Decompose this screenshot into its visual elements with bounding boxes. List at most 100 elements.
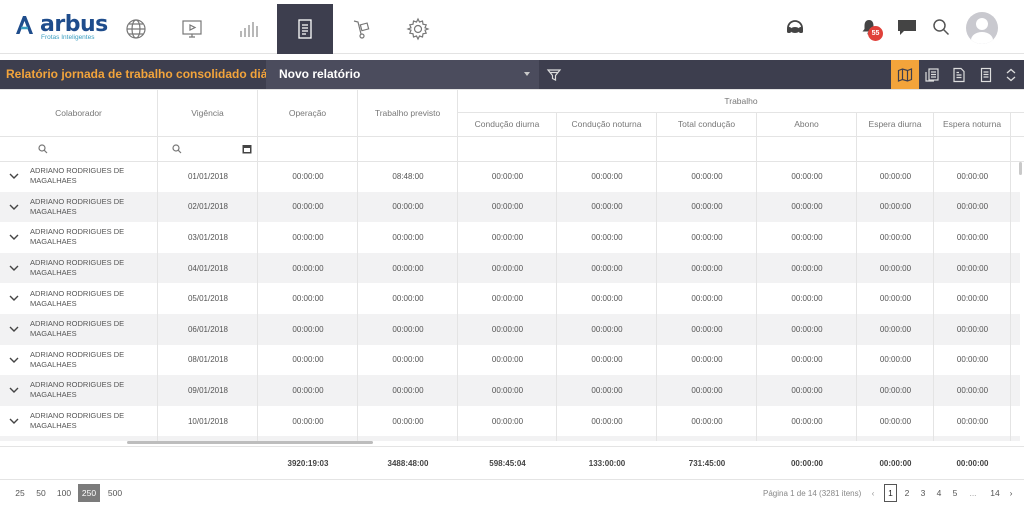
total-espera-noturna: 00:00:00 bbox=[956, 459, 989, 468]
cell-colaborador: ADRIANO RODRIGUES DE MAGALHAES bbox=[30, 380, 125, 400]
total-conducao-diurna: 598:45:04 bbox=[489, 459, 526, 468]
total-operacao: 3920:19:03 bbox=[287, 459, 329, 468]
cell-total-conducao: 00:00:00 bbox=[691, 263, 723, 273]
page-size-25[interactable]: 25 bbox=[15, 488, 25, 498]
chevron-down-icon[interactable] bbox=[8, 385, 20, 395]
cell-conducao-diurna: 00:00:00 bbox=[491, 202, 524, 212]
table-row[interactable]: ADRIANO RODRIGUES DE MAGALHAES 10/01/2018 0… bbox=[0, 406, 1020, 437]
cell-conducao-diurna: 00:00:00 bbox=[491, 324, 524, 334]
page-4[interactable]: 4 bbox=[936, 488, 942, 498]
tab-globe[interactable] bbox=[108, 4, 164, 54]
column-header-operacao[interactable]: Operação bbox=[258, 89, 358, 136]
page-size-250[interactable]: 250 bbox=[78, 484, 100, 502]
support-button[interactable] bbox=[782, 12, 808, 42]
user-avatar[interactable] bbox=[966, 12, 998, 44]
top-navigation: arbus Frotas Inteligentes bbox=[0, 0, 1024, 54]
cell-trabalho-previsto: 00:00:00 bbox=[392, 263, 424, 273]
chevron-down-icon[interactable] bbox=[8, 324, 20, 334]
table-row[interactable]: ADRIANO RODRIGUES DE bbox=[0, 436, 1020, 441]
cell-espera-noturna: 00:00:00 bbox=[956, 202, 989, 212]
cell-conducao-diurna bbox=[458, 436, 557, 441]
chevron-down-icon[interactable] bbox=[8, 293, 20, 303]
page-3[interactable]: 3 bbox=[920, 488, 926, 498]
logo[interactable]: arbus Frotas Inteligentes bbox=[14, 12, 110, 42]
report-select-value: Novo relatório bbox=[279, 67, 361, 81]
column-header-total-conducao[interactable]: Total condução bbox=[657, 112, 757, 136]
chevron-down-icon[interactable] bbox=[8, 202, 20, 212]
chevron-down-icon[interactable] bbox=[8, 263, 20, 273]
search-button[interactable] bbox=[930, 12, 952, 42]
tab-settings[interactable] bbox=[390, 4, 446, 54]
report-select[interactable]: Novo relatório bbox=[266, 60, 539, 89]
page-info: Página 1 de 14 (3281 itens) bbox=[763, 489, 862, 498]
column-header-colaborador[interactable]: Colaborador bbox=[0, 89, 158, 136]
filter-vigencia[interactable] bbox=[158, 136, 258, 161]
column-header-espera-diurna[interactable]: Espera diurna bbox=[857, 112, 934, 136]
export-button[interactable] bbox=[918, 60, 946, 89]
calendar-icon[interactable] bbox=[242, 144, 252, 154]
pagination-bar: 25 50 100 250 500 Página 1 de 14 (3281 i… bbox=[0, 480, 1024, 509]
table-row[interactable]: ADRIANO RODRIGUES DE MAGALHAES 09/01/2018 0… bbox=[0, 375, 1020, 406]
page-2[interactable]: 2 bbox=[904, 488, 910, 498]
messages-button[interactable] bbox=[895, 12, 919, 42]
chevron-up-down-icon bbox=[1006, 68, 1016, 81]
cell-colaborador: ADRIANO RODRIGUES DE MAGALHAES bbox=[30, 196, 125, 216]
page-size-500[interactable]: 500 bbox=[107, 488, 123, 498]
cell-espera-diurna: 00:00:00 bbox=[879, 416, 912, 426]
collapse-toggle[interactable] bbox=[1000, 60, 1022, 89]
cell-conducao-diurna: 00:00:00 bbox=[491, 171, 524, 181]
chevron-down-icon[interactable] bbox=[8, 355, 20, 365]
tab-charts[interactable] bbox=[220, 4, 276, 54]
cell-colaborador: ADRIANO RODRIGUES DE MAGALHAES bbox=[30, 258, 125, 278]
chevron-down-icon[interactable] bbox=[8, 171, 20, 181]
column-header-espera-noturna[interactable]: Espera noturna bbox=[934, 112, 1011, 136]
page-size-50[interactable]: 50 bbox=[36, 488, 46, 498]
cell-abono: 00:00:00 bbox=[791, 355, 823, 365]
cell-espera-diurna: 00:00:00 bbox=[879, 385, 912, 395]
cell-trabalho-previsto: 00:00:00 bbox=[392, 202, 424, 212]
pdf-export-button[interactable] bbox=[945, 60, 973, 89]
column-header-trabalho-previsto[interactable]: Trabalho previsto bbox=[358, 89, 458, 136]
print-button[interactable] bbox=[972, 60, 1000, 89]
filter-button[interactable] bbox=[540, 60, 568, 89]
cell-operacao: 00:00:00 bbox=[292, 355, 324, 365]
prev-page-button[interactable]: ‹ bbox=[871, 488, 875, 498]
notifications-button[interactable]: 55 bbox=[858, 12, 888, 42]
map-view-button[interactable] bbox=[891, 60, 919, 89]
table-row[interactable]: ADRIANO RODRIGUES DE MAGALHAES 04/01/2018 0… bbox=[0, 252, 1020, 284]
vertical-scrollbar[interactable] bbox=[1019, 162, 1022, 175]
column-header-vigencia[interactable]: Vigência bbox=[158, 89, 258, 136]
cell-espera-diurna: 00:00:00 bbox=[879, 202, 912, 212]
table-row[interactable]: ADRIANO RODRIGUES DE MAGALHAES 06/01/2018 0… bbox=[0, 314, 1020, 345]
tab-reports[interactable] bbox=[277, 4, 333, 54]
table-row[interactable]: ADRIANO RODRIGUES DE MAGALHAES 08/01/2018 0… bbox=[0, 345, 1020, 376]
table-row[interactable]: ADRIANO RODRIGUES DE MAGALHAES 03/01/2018 0… bbox=[0, 222, 1020, 253]
gear-icon bbox=[406, 17, 430, 41]
column-header-abono[interactable]: Abono bbox=[757, 112, 857, 136]
chevron-down-icon[interactable] bbox=[8, 416, 20, 426]
cell-abono: 00:00:00 bbox=[791, 202, 823, 212]
page-1[interactable]: 1 bbox=[884, 484, 897, 502]
page-5[interactable]: 5 bbox=[952, 488, 958, 498]
column-header-conducao-noturna[interactable]: Condução noturna bbox=[557, 112, 657, 136]
cell-espera-diurna: 00:00:00 bbox=[879, 171, 912, 181]
tab-dispatch[interactable] bbox=[334, 4, 390, 54]
horizontal-scrollbar[interactable] bbox=[127, 441, 373, 444]
next-page-button[interactable]: › bbox=[1009, 488, 1013, 498]
cell-conducao-noturna: 00:00:00 bbox=[591, 355, 623, 365]
cell-abono: 00:00:00 bbox=[791, 232, 823, 242]
cell-espera-diurna bbox=[857, 436, 934, 441]
page-14[interactable]: 14 bbox=[990, 488, 1000, 498]
total-trabalho-previsto: 3488:48:00 bbox=[387, 459, 429, 468]
hand-truck-icon bbox=[353, 20, 370, 39]
report-toolbar: Relatório jornada de trabalho consolidad… bbox=[0, 60, 1024, 89]
column-header-conducao-diurna[interactable]: Condução diurna bbox=[458, 112, 557, 136]
arbus-logo-icon bbox=[16, 16, 33, 34]
page-size-100[interactable]: 100 bbox=[56, 488, 72, 498]
filter-colaborador[interactable] bbox=[0, 136, 158, 161]
chevron-down-icon[interactable] bbox=[8, 232, 20, 242]
tab-video[interactable] bbox=[164, 4, 220, 54]
table-row[interactable]: ADRIANO RODRIGUES DE MAGALHAES 05/01/2018 0… bbox=[0, 283, 1020, 314]
table-row[interactable]: ADRIANO RODRIGUES DE MAGALHAES 01/01/2018 0… bbox=[0, 161, 1020, 192]
table-row[interactable]: ADRIANO RODRIGUES DE MAGALHAES 02/01/2018 0… bbox=[0, 191, 1020, 223]
